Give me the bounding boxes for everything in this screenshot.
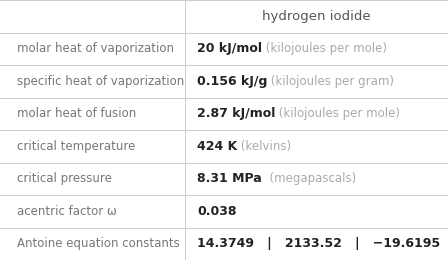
Text: (kelvins): (kelvins) xyxy=(237,140,291,153)
Text: molar heat of fusion: molar heat of fusion xyxy=(17,107,137,120)
Text: (kilojoules per gram): (kilojoules per gram) xyxy=(267,75,394,88)
Text: (kilojoules per mole): (kilojoules per mole) xyxy=(262,42,387,55)
Text: (megapascals): (megapascals) xyxy=(262,172,356,185)
Text: 8.31 MPa: 8.31 MPa xyxy=(197,172,262,185)
Text: Antoine equation constants: Antoine equation constants xyxy=(17,237,180,250)
Text: 2.87 kJ/mol: 2.87 kJ/mol xyxy=(197,107,276,120)
Text: acentric factor ω: acentric factor ω xyxy=(17,205,117,218)
Text: 424 K: 424 K xyxy=(197,140,237,153)
Text: molar heat of vaporization: molar heat of vaporization xyxy=(17,42,174,55)
Text: (kilojoules per mole): (kilojoules per mole) xyxy=(276,107,401,120)
Text: 0.038: 0.038 xyxy=(197,205,237,218)
Text: critical temperature: critical temperature xyxy=(17,140,136,153)
Text: hydrogen iodide: hydrogen iodide xyxy=(262,10,371,23)
Text: 14.3749   |   2133.52   |   −19.6195: 14.3749 | 2133.52 | −19.6195 xyxy=(197,237,440,250)
Text: specific heat of vaporization: specific heat of vaporization xyxy=(17,75,185,88)
Text: 0.156 kJ/g: 0.156 kJ/g xyxy=(197,75,267,88)
Text: 20 kJ/mol: 20 kJ/mol xyxy=(197,42,262,55)
Text: critical pressure: critical pressure xyxy=(17,172,112,185)
